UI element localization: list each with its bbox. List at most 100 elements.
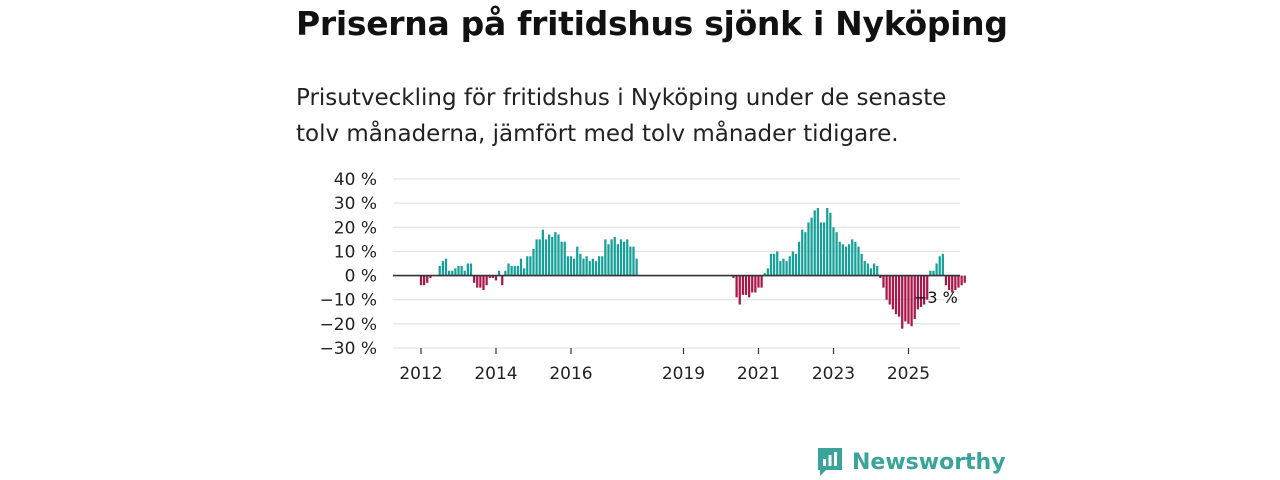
bar xyxy=(560,241,563,276)
bar xyxy=(738,275,741,305)
bar xyxy=(498,270,501,276)
bar xyxy=(772,253,776,276)
y-tick-label: 20 % xyxy=(334,218,377,238)
bar xyxy=(879,275,882,278)
y-tick-label: −30 % xyxy=(320,339,377,359)
y-tick-label: 10 % xyxy=(334,242,377,262)
bar xyxy=(782,258,785,276)
bar xyxy=(941,253,944,276)
bar xyxy=(819,222,823,276)
bar xyxy=(804,232,807,276)
bar xyxy=(944,275,948,286)
y-tick-label: 30 % xyxy=(334,194,377,214)
y-tick-label: 40 % xyxy=(334,170,377,190)
bar xyxy=(448,270,451,276)
bar xyxy=(463,270,466,276)
bar xyxy=(938,256,941,276)
bar xyxy=(423,275,426,286)
bar xyxy=(554,232,557,276)
bar xyxy=(754,275,757,293)
bar xyxy=(769,253,773,276)
bar xyxy=(441,261,444,276)
bar xyxy=(551,236,554,276)
x-tick-label: 2014 xyxy=(474,364,517,384)
bar xyxy=(566,256,569,276)
bar xyxy=(813,210,816,276)
bar xyxy=(929,270,932,276)
bar xyxy=(591,258,594,276)
bar xyxy=(951,275,954,293)
bar xyxy=(847,244,851,276)
bar xyxy=(810,217,813,276)
y-tick-label: 0 % xyxy=(345,267,377,287)
bar xyxy=(419,275,423,286)
bar xyxy=(585,256,588,276)
bar xyxy=(601,256,604,276)
bar xyxy=(826,207,829,276)
bar xyxy=(501,275,504,286)
last-value-annotation: −3 % xyxy=(914,288,958,307)
bar xyxy=(485,275,488,286)
bar xyxy=(913,275,916,320)
bar xyxy=(622,241,626,276)
bar xyxy=(757,275,760,288)
bar xyxy=(513,265,516,276)
bar xyxy=(963,275,966,283)
bar xyxy=(607,244,610,276)
bar xyxy=(844,246,848,276)
bar xyxy=(476,275,479,288)
bar xyxy=(732,275,735,278)
bar xyxy=(797,241,801,276)
x-tick-label: 2019 xyxy=(662,364,705,384)
bar xyxy=(619,239,623,276)
bar xyxy=(479,275,482,288)
bar xyxy=(838,241,841,276)
bar xyxy=(932,270,935,276)
x-tick-label: 2021 xyxy=(737,364,780,384)
bar xyxy=(572,258,576,276)
y-tick-label: −20 % xyxy=(320,315,377,335)
bar xyxy=(616,244,619,276)
bar xyxy=(776,251,779,276)
bar xyxy=(473,275,476,283)
bar xyxy=(488,275,491,278)
bar xyxy=(491,275,494,278)
bar xyxy=(535,239,538,276)
y-tick-label: −10 % xyxy=(320,291,377,311)
bar xyxy=(482,275,485,291)
bar xyxy=(922,275,926,305)
bar xyxy=(526,256,529,276)
bar xyxy=(882,275,885,288)
bar xyxy=(926,275,929,300)
bar xyxy=(613,236,616,276)
bar xyxy=(894,275,898,315)
bar xyxy=(863,261,866,276)
bar xyxy=(788,256,791,276)
bar xyxy=(507,263,510,276)
bar xyxy=(597,256,601,276)
bar xyxy=(610,239,613,276)
bar xyxy=(429,275,432,278)
bar xyxy=(426,275,429,283)
bar xyxy=(857,246,860,276)
bar xyxy=(529,256,532,276)
bar xyxy=(516,265,519,276)
x-tick-label: 2023 xyxy=(812,364,855,384)
grid-lines xyxy=(393,178,960,349)
bar xyxy=(523,268,526,276)
bar xyxy=(547,234,551,276)
bar xyxy=(563,241,566,276)
bar xyxy=(544,239,548,276)
bar xyxy=(885,275,888,300)
bar xyxy=(632,246,635,276)
bar xyxy=(841,244,844,276)
bar xyxy=(907,275,910,324)
bar xyxy=(469,263,473,276)
bar xyxy=(888,275,891,305)
bar xyxy=(794,253,798,276)
bar xyxy=(451,270,454,276)
bar xyxy=(897,275,901,317)
x-axis: 2012 2014 2016 2019 2021 2023 2025 xyxy=(399,348,930,384)
bar xyxy=(866,263,869,276)
